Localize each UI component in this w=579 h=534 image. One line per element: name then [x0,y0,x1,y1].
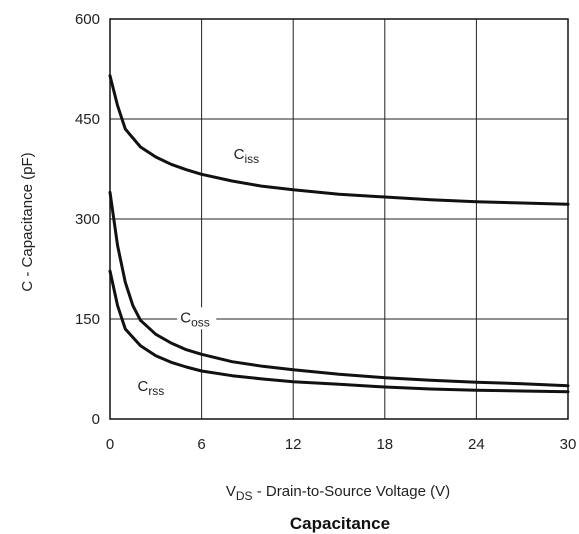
series-label-background [230,144,270,166]
x-tick-labels: 0 6 12 18 24 30 [106,436,577,453]
series-label-main: C [180,309,191,326]
x-tick-label: 30 [560,436,577,453]
y-tick-label: 150 [75,311,100,328]
series-label-ciss: Ciss [234,146,260,166]
x-axis-title-rest: - Drain-to-Source Voltage (V) [253,483,451,500]
series-label-main: C [234,146,245,163]
series-label-sub: rss [148,384,164,398]
series-line-coss [108,190,570,388]
series-line-ciss [108,74,570,206]
series-label-background [177,307,217,330]
series-label-sub: iss [245,152,260,166]
x-axis-title-sub: DS [236,489,253,503]
series-line-crss [108,269,570,394]
x-axis-title-main: V [226,483,236,500]
x-tick-label: 6 [197,436,205,453]
x-tick-label: 12 [285,436,302,453]
x-tick-label: 24 [468,436,485,453]
series-label-sub: oss [191,315,210,329]
series-label-crss: Crss [137,378,164,398]
plot-frame [109,18,569,420]
y-tick-label: 600 [75,11,100,28]
y-tick-label: 450 [75,111,100,128]
y-tick-label: 300 [75,211,100,228]
chart-title: Capacitance [290,514,390,533]
x-tick-label: 0 [106,436,114,453]
x-tick-label: 18 [376,436,393,453]
series-label-background [134,376,174,398]
x-axis-title: VDS - Drain-to-Source Voltage (V) [226,483,450,503]
series-label-main: C [137,378,148,395]
series-lines [108,74,570,394]
y-tick-label: 0 [92,411,100,428]
y-axis-title: C - Capacitance (pF) [19,152,36,291]
series-label-coss: Coss [180,309,210,329]
y-tick-labels: 0 150 300 450 600 [75,11,100,428]
grid [110,19,568,419]
